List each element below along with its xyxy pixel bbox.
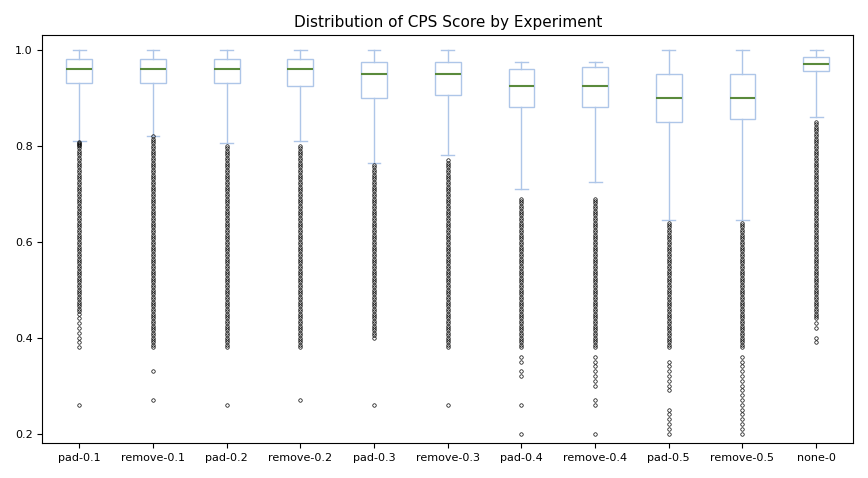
PathPatch shape	[287, 59, 313, 86]
PathPatch shape	[361, 62, 387, 98]
Title: Distribution of CPS Score by Experiment: Distribution of CPS Score by Experiment	[293, 15, 602, 30]
PathPatch shape	[656, 74, 681, 122]
PathPatch shape	[509, 69, 535, 108]
PathPatch shape	[435, 62, 461, 95]
PathPatch shape	[140, 59, 166, 83]
PathPatch shape	[214, 59, 240, 83]
PathPatch shape	[67, 59, 92, 83]
PathPatch shape	[803, 57, 829, 71]
PathPatch shape	[582, 66, 608, 108]
PathPatch shape	[730, 74, 755, 120]
